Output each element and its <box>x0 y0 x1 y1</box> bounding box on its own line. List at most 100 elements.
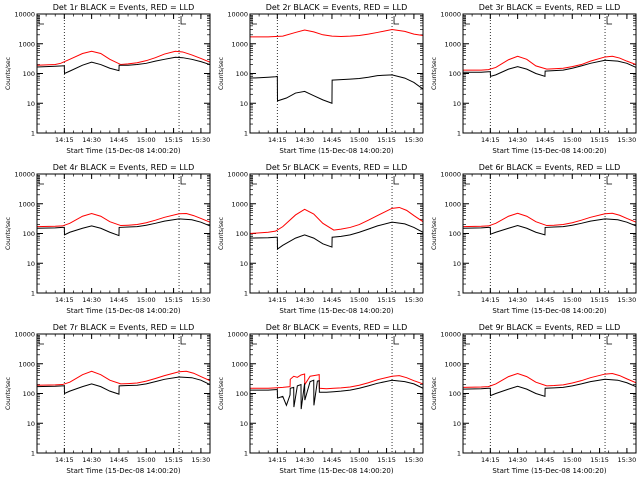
detector-plot-2: Det 2r BLACK = Events, RED = LLD Counts/s… <box>218 3 424 155</box>
x-tick-label: 14:45 <box>536 456 555 464</box>
x-axis-label: Start Time (15-Dec-08 14:00:20) <box>66 307 180 315</box>
series-lld-line <box>36 50 211 66</box>
x-tick-label: 15:30 <box>405 296 424 304</box>
plot-frame <box>462 333 637 454</box>
y-axis-label: Counts/sec <box>218 217 225 250</box>
y-tick-label: 1 <box>31 130 35 138</box>
plot-frame <box>36 13 211 134</box>
y-tick-label: 1000 <box>231 360 248 368</box>
y-tick-label: 10 <box>240 260 248 268</box>
corner-marker <box>251 176 257 185</box>
x-tick-label: 15:00 <box>137 136 156 144</box>
x-tick-label: 15:30 <box>618 456 637 464</box>
x-tick-label: 14:45 <box>536 296 555 304</box>
corner-marker <box>38 176 44 185</box>
x-tick-label: 15:00 <box>563 456 582 464</box>
x-tick-label: 14:30 <box>82 456 101 464</box>
x-axis-label: Start Time (15-Dec-08 14:00:20) <box>492 307 606 315</box>
x-tick-label: 14:15 <box>481 456 500 464</box>
plot-title: Det 4r BLACK = Events, RED = LLD <box>53 163 195 172</box>
x-axis-label: Start Time (15-Dec-08 14:00:20) <box>279 467 393 475</box>
y-axis-label: Counts/sec <box>431 377 438 410</box>
detector-plot-6: Det 6r BLACK = Events, RED = LLD Counts/s… <box>431 163 637 315</box>
detector-plot-5: Det 5r BLACK = Events, RED = LLD Counts/s… <box>218 163 424 315</box>
plot-title: Det 6r BLACK = Events, RED = LLD <box>479 163 621 172</box>
series-events-line <box>36 376 211 395</box>
x-tick-label: 14:30 <box>295 296 314 304</box>
x-tick-label: 15:30 <box>192 456 211 464</box>
y-tick-label: 100 <box>23 230 35 238</box>
series-lld-line <box>463 55 637 71</box>
y-tick-label: 10 <box>240 420 248 428</box>
corner-marker <box>251 336 257 345</box>
x-tick-label: 15:00 <box>563 136 582 144</box>
x-tick-label: 15:15 <box>590 136 609 144</box>
plot-title: Det 7r BLACK = Events, RED = LLD <box>53 323 195 332</box>
corner-marker <box>393 16 400 25</box>
corner-marker <box>464 16 470 25</box>
detector-plot-4: Det 4r BLACK = Events, RED = LLD Counts/s… <box>5 163 211 315</box>
y-tick-label: 100 <box>236 390 248 398</box>
x-axis-label: Start Time (15-Dec-08 14:00:20) <box>66 467 180 475</box>
series-lld-line <box>249 206 424 234</box>
series-events-line <box>462 218 637 236</box>
y-tick-label: 10 <box>240 100 248 108</box>
x-tick-label: 14:30 <box>82 296 101 304</box>
x-axis-label: Start Time (15-Dec-08 14:00:20) <box>492 467 606 475</box>
y-tick-label: 1000 <box>444 200 461 208</box>
x-tick-label: 15:15 <box>377 296 396 304</box>
y-axis-label: Counts/sec <box>431 57 438 90</box>
y-axis-label: Counts/sec <box>5 377 12 410</box>
series-events-line <box>249 221 424 251</box>
y-tick-label: 100 <box>23 70 35 78</box>
x-tick-label: 15:15 <box>377 456 396 464</box>
corner-marker <box>393 176 400 185</box>
y-tick-label: 10 <box>453 260 461 268</box>
x-tick-label: 15:15 <box>377 136 396 144</box>
series-events-line <box>36 56 211 75</box>
series-lld-line <box>250 373 424 390</box>
x-tick-label: 15:30 <box>192 296 211 304</box>
x-tick-label: 15:00 <box>350 296 369 304</box>
x-tick-label: 15:15 <box>164 456 183 464</box>
y-tick-label: 1 <box>457 130 461 138</box>
y-tick-label: 10000 <box>227 331 248 339</box>
x-tick-label: 15:00 <box>350 456 369 464</box>
corner-marker <box>251 16 257 25</box>
y-tick-label: 1 <box>457 450 461 458</box>
y-tick-label: 100 <box>449 230 461 238</box>
detector-plot-1: Det 1r BLACK = Events, RED = LLD Counts/s… <box>5 3 211 155</box>
x-tick-label: 14:15 <box>481 136 500 144</box>
series-lld-line <box>462 372 637 388</box>
series-events-line <box>36 218 211 237</box>
y-tick-label: 1 <box>244 130 248 138</box>
x-tick-label: 14:45 <box>323 136 342 144</box>
y-tick-label: 1000 <box>18 40 35 48</box>
corner-marker <box>464 176 470 185</box>
x-tick-label: 15:15 <box>590 456 609 464</box>
series-lld-line <box>462 212 637 228</box>
y-axis-label: Counts/sec <box>5 57 12 90</box>
series-events-line <box>250 379 424 410</box>
x-tick-label: 14:15 <box>268 296 287 304</box>
corner-marker <box>606 16 613 25</box>
corner-marker <box>38 16 44 25</box>
x-axis-label: Start Time (15-Dec-08 14:00:20) <box>492 147 606 155</box>
detector-plot-9: Det 9r BLACK = Events, RED = LLD Counts/s… <box>431 323 637 475</box>
x-tick-label: 15:30 <box>405 136 424 144</box>
x-tick-label: 15:30 <box>618 136 637 144</box>
y-tick-label: 10 <box>453 420 461 428</box>
y-axis-label: Counts/sec <box>218 57 225 90</box>
detector-plot-3: Det 3r BLACK = Events, RED = LLD Counts/s… <box>431 3 637 155</box>
x-tick-label: 14:45 <box>110 136 129 144</box>
y-tick-label: 100 <box>449 70 461 78</box>
plot-frame <box>36 173 211 294</box>
x-tick-label: 14:15 <box>481 296 500 304</box>
plot-title: Det 8r BLACK = Events, RED = LLD <box>266 323 408 332</box>
corner-marker <box>180 336 187 345</box>
detector-plot-7: Det 7r BLACK = Events, RED = LLD Counts/s… <box>5 323 211 475</box>
plot-frame <box>462 173 637 294</box>
y-tick-label: 10000 <box>440 11 461 19</box>
x-tick-label: 14:30 <box>295 136 314 144</box>
plot-frame <box>462 13 637 134</box>
